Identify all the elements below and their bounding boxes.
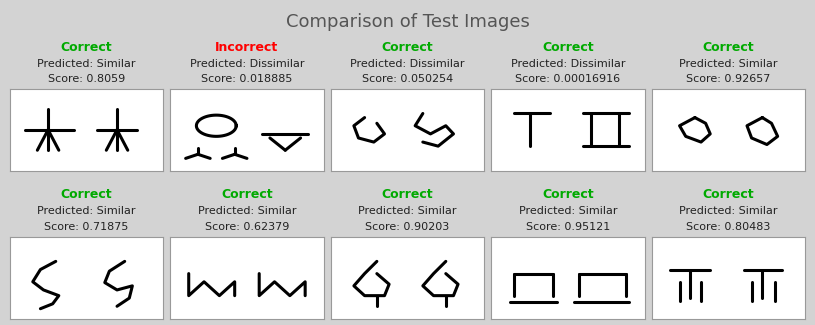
Text: Comparison of Test Images: Comparison of Test Images [285, 13, 530, 31]
Text: Score: 0.00016916: Score: 0.00016916 [516, 74, 620, 84]
Text: Score: 0.92657: Score: 0.92657 [686, 74, 771, 84]
Text: Score: 0.71875: Score: 0.71875 [44, 222, 129, 232]
Text: Correct: Correct [60, 41, 112, 54]
Text: Score: 0.80483: Score: 0.80483 [686, 222, 771, 232]
Text: Predicted: Similar: Predicted: Similar [37, 206, 135, 216]
Text: Predicted: Similar: Predicted: Similar [519, 206, 617, 216]
Text: Correct: Correct [60, 188, 112, 202]
Text: Predicted: Dissimilar: Predicted: Dissimilar [190, 58, 304, 69]
Text: Score: 0.62379: Score: 0.62379 [205, 222, 289, 232]
Text: Score: 0.8059: Score: 0.8059 [48, 74, 125, 84]
Text: Score: 0.90203: Score: 0.90203 [365, 222, 450, 232]
Text: Score: 0.95121: Score: 0.95121 [526, 222, 610, 232]
Text: Score: 0.018885: Score: 0.018885 [201, 74, 293, 84]
Text: Predicted: Similar: Predicted: Similar [37, 58, 135, 69]
Text: Correct: Correct [221, 188, 273, 202]
Text: Predicted: Similar: Predicted: Similar [359, 206, 456, 216]
Text: Incorrect: Incorrect [215, 41, 279, 54]
Text: Correct: Correct [542, 41, 594, 54]
Text: Correct: Correct [703, 188, 755, 202]
Text: Predicted: Similar: Predicted: Similar [198, 206, 296, 216]
Text: Correct: Correct [381, 41, 434, 54]
Text: Score: 0.050254: Score: 0.050254 [362, 74, 453, 84]
Text: Predicted: Dissimilar: Predicted: Dissimilar [511, 58, 625, 69]
Text: Correct: Correct [703, 41, 755, 54]
Text: Correct: Correct [542, 188, 594, 202]
Text: Predicted: Similar: Predicted: Similar [680, 58, 778, 69]
Text: Predicted: Dissimilar: Predicted: Dissimilar [350, 58, 465, 69]
Text: Correct: Correct [381, 188, 434, 202]
Text: Predicted: Similar: Predicted: Similar [680, 206, 778, 216]
